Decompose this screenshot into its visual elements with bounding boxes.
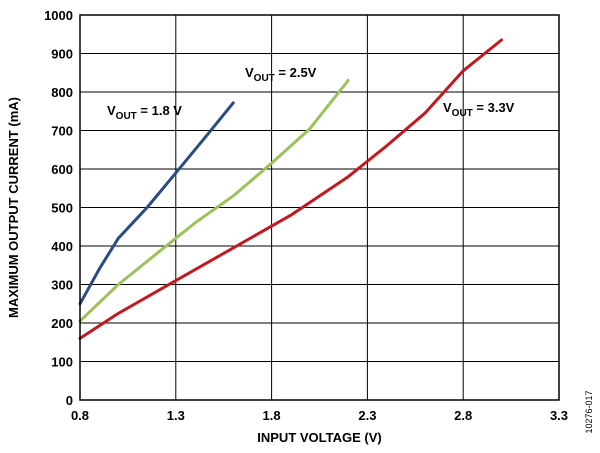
annotation-vout-2-5: VOUT = 2.5V: [245, 65, 317, 84]
grid-lines: [79, 14, 560, 401]
x-tick-label: 1.8: [263, 408, 281, 423]
annotation-vout-3-3: VOUT = 3.3V: [443, 100, 515, 119]
x-tick-label: 3.3: [550, 408, 568, 423]
figure-id: 10276-017: [584, 390, 594, 433]
x-axis-title: INPUT VOLTAGE (V): [257, 430, 381, 445]
y-tick-label: 900: [51, 47, 73, 62]
y-tick-label: 800: [51, 85, 73, 100]
y-tick-label: 0: [66, 393, 73, 408]
y-tick-label: 700: [51, 124, 73, 139]
x-tick-label: 0.8: [71, 408, 89, 423]
plot-frame: [79, 14, 560, 401]
y-tick-labels: 0 100 200 300 400 500 600 700 800 900 1000: [44, 8, 73, 408]
y-tick-label: 400: [51, 239, 73, 254]
x-tick-label: 1.3: [167, 408, 185, 423]
x-tick-label: 2.3: [358, 408, 376, 423]
x-tick-labels: 0.8 1.3 1.8 2.3 2.8 3.3: [71, 408, 568, 423]
series-line-vout-1-8: [78, 101, 235, 306]
y-tick-label: 100: [51, 355, 73, 370]
y-tick-label: 600: [51, 162, 73, 177]
annotation-vout-1-8: VOUT = 1.8 V: [107, 103, 182, 122]
y-tick-label: 200: [51, 316, 73, 331]
y-axis-title: MAXIMUM OUTPUT CURRENT (mA): [6, 97, 21, 318]
series-line-vout-2-5: [78, 78, 350, 323]
y-tick-label: 1000: [44, 8, 73, 23]
series-lines: [78, 38, 503, 340]
x-tick-label: 2.8: [454, 408, 472, 423]
y-tick-label: 500: [51, 201, 73, 216]
series-line-vout-3-3: [78, 38, 503, 340]
y-tick-label: 300: [51, 278, 73, 293]
